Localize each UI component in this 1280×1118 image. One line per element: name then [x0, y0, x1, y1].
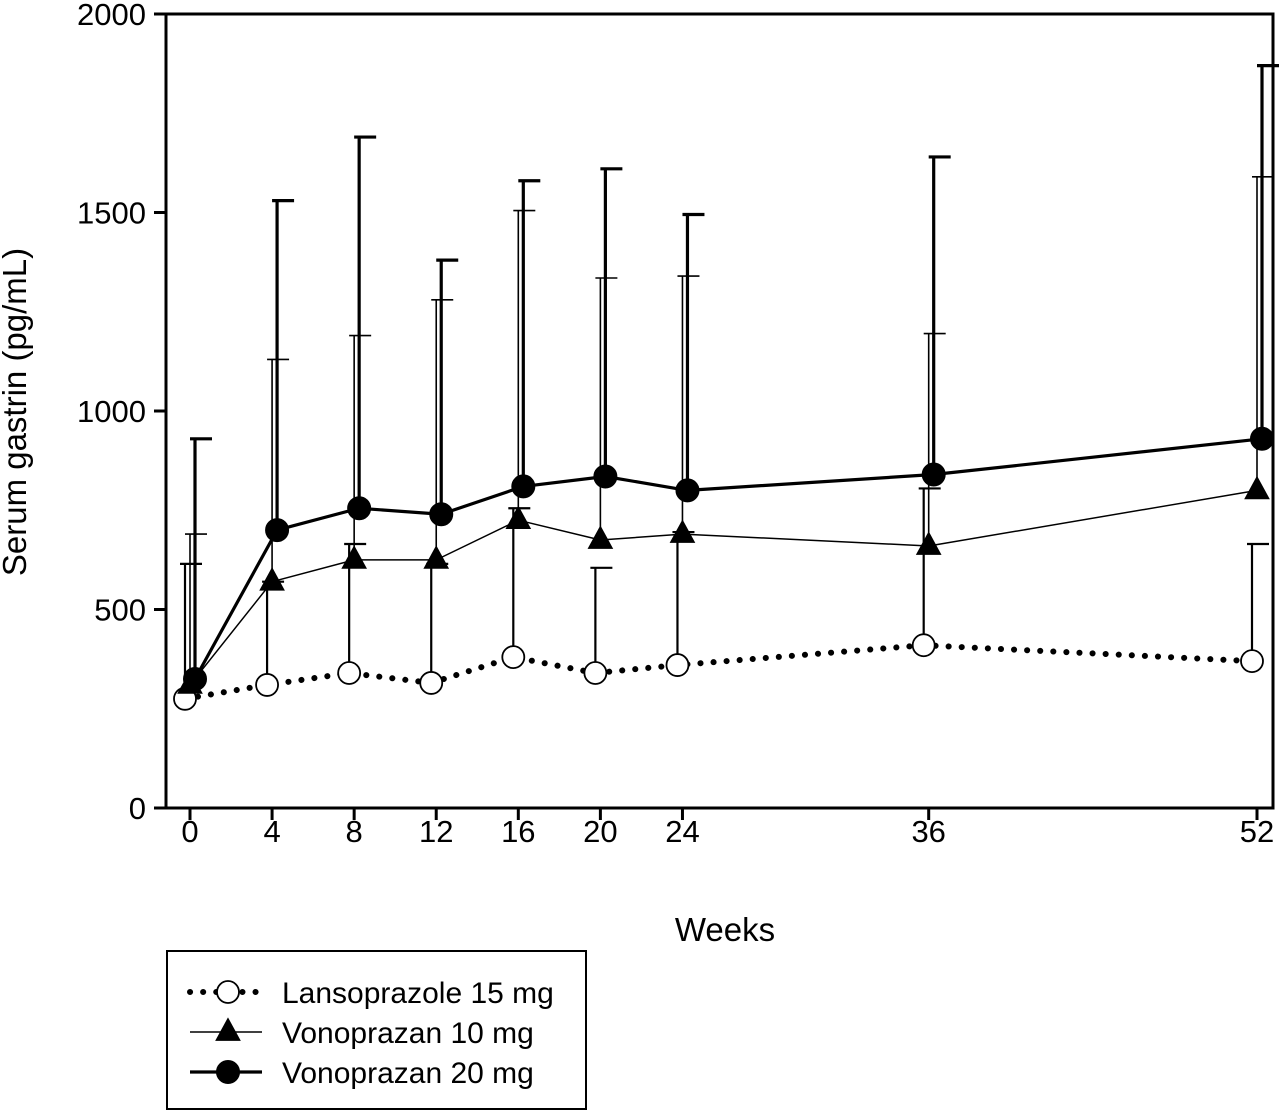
y-tick-label: 1000 [77, 394, 146, 429]
x-tick-label: 0 [181, 814, 198, 849]
data-point [511, 474, 536, 499]
data-point [183, 666, 207, 691]
markers-group [173, 426, 1274, 711]
data-point [921, 462, 946, 487]
data-point [1250, 426, 1274, 451]
data-point [1240, 649, 1264, 674]
data-point [265, 518, 290, 543]
data-point [337, 661, 362, 685]
data-point [669, 519, 696, 543]
series-lines-group [182, 437, 1263, 702]
legend-label: Lansoprazole 15 mg [282, 977, 554, 1010]
y-axis-title: Serum gastrin (pg/mL) [0, 248, 33, 576]
x-tick-label: 24 [665, 814, 699, 849]
series-line [182, 642, 1255, 702]
y-tick-label: 1500 [77, 196, 146, 231]
data-point [587, 525, 614, 549]
error-bars-group [180, 64, 1279, 699]
x-tick-label: 4 [263, 814, 280, 849]
x-tick-label: 20 [583, 814, 617, 849]
y-tick-label: 2000 [77, 0, 146, 32]
legend-marker [216, 1060, 240, 1084]
data-point [419, 671, 444, 695]
x-tick-label: 36 [911, 814, 945, 849]
y-tick-label: 500 [94, 593, 146, 628]
data-point [255, 673, 279, 697]
data-point [665, 653, 690, 677]
data-point [911, 633, 936, 658]
x-tick-label: 8 [346, 814, 363, 849]
legend-marker [215, 1017, 241, 1041]
legend-marker [216, 980, 240, 1004]
data-point [505, 505, 532, 530]
x-axis-title: Weeks [675, 911, 775, 948]
data-point [675, 478, 700, 503]
data-point [259, 567, 285, 591]
x-tick-label: 12 [419, 814, 453, 849]
legend-label: Vonoprazan 20 mg [282, 1057, 534, 1090]
legend-label: Vonoprazan 10 mg [282, 1017, 534, 1050]
data-point [501, 645, 526, 670]
x-tick-label: 52 [1240, 814, 1274, 849]
legend: Lansoprazole 15 mg Vonoprazan 10 mg Vonopr… [166, 950, 587, 1110]
x-tick-label: 16 [501, 814, 535, 849]
data-point [1244, 475, 1270, 500]
data-point [347, 496, 372, 521]
data-point [429, 502, 454, 527]
data-point [593, 464, 618, 489]
data-point [423, 545, 450, 569]
data-point [583, 661, 608, 685]
y-tick-label: 0 [129, 791, 146, 826]
data-point [341, 545, 367, 569]
legend-box [166, 950, 587, 1110]
plot-frame [164, 12, 1275, 810]
axes-group: 0 500 1000 1500 2000 0 4 8 12 16 20 24 36 52 [77, 0, 1275, 849]
data-point [915, 531, 942, 555]
